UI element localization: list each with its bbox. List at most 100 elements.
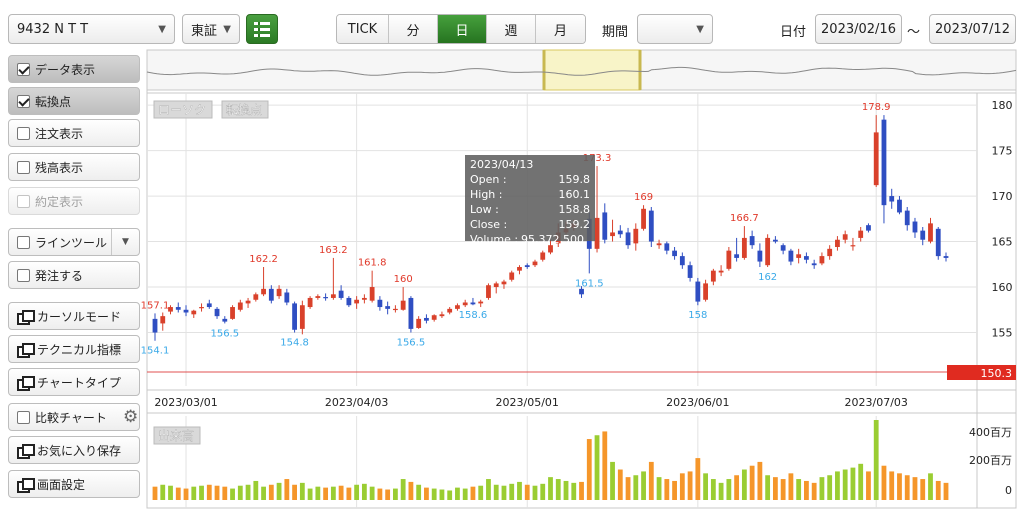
sidebar-item-orders[interactable]: 注文表示 bbox=[8, 119, 140, 147]
market-select[interactable]: 東証 ▼ bbox=[182, 14, 240, 44]
y-tick-label: 165 bbox=[992, 236, 1013, 249]
volume-bar bbox=[873, 420, 879, 500]
candle-body bbox=[385, 306, 391, 309]
tag-turning-points-label: 転換点 bbox=[226, 103, 262, 117]
volume-bar bbox=[191, 486, 197, 500]
list-view-button[interactable] bbox=[246, 14, 278, 44]
navigator bbox=[146, 49, 1017, 91]
volume-bar bbox=[183, 488, 189, 500]
sidebar-item-balance[interactable]: 残高表示 bbox=[8, 153, 140, 181]
candle-body bbox=[369, 287, 375, 301]
tab-month[interactable]: 月 bbox=[536, 15, 585, 43]
volume-bar bbox=[284, 479, 290, 500]
volume-bar bbox=[687, 471, 693, 500]
turn-point-high-label: 161.8 bbox=[358, 258, 387, 269]
candle-body bbox=[873, 132, 879, 186]
y-tick-label: 175 bbox=[992, 145, 1013, 158]
y-tick-label: 160 bbox=[992, 281, 1013, 294]
symbol-select[interactable]: 9432 N T T ▼ bbox=[8, 14, 175, 44]
turn-point-low-label: 158.6 bbox=[459, 310, 488, 321]
date-from-field[interactable]: 2023/02/16 bbox=[815, 14, 902, 44]
candle-body bbox=[827, 248, 833, 257]
list-icon bbox=[254, 21, 270, 25]
volume-bar bbox=[796, 479, 802, 500]
sidebar-item-label: 残高表示 bbox=[35, 160, 84, 175]
date-to-field[interactable]: 2023/07/12 bbox=[929, 14, 1016, 44]
volume-bar bbox=[524, 484, 530, 500]
candle-body bbox=[749, 236, 755, 246]
candles bbox=[152, 115, 949, 341]
volume-bar bbox=[819, 477, 825, 500]
volume-bar bbox=[292, 484, 297, 500]
candle-body bbox=[377, 299, 383, 308]
candle-body bbox=[524, 265, 530, 268]
candle-body bbox=[850, 245, 856, 247]
tab-minute[interactable]: 分 bbox=[389, 15, 438, 43]
symbol-select-value: 9432 N T T bbox=[17, 21, 89, 37]
turn-point-low-label: 162 bbox=[758, 272, 777, 283]
volume-bar bbox=[501, 485, 507, 500]
sidebar-item-label: 比較チャート bbox=[35, 410, 107, 425]
candle-body bbox=[741, 237, 747, 258]
candle-body bbox=[408, 297, 414, 329]
volume-bar bbox=[617, 469, 623, 500]
volume-bar bbox=[664, 479, 670, 500]
gear-icon[interactable]: ⚙ bbox=[123, 407, 139, 427]
candle-body bbox=[268, 288, 274, 301]
candle-body bbox=[191, 310, 197, 315]
turning-points: 157.1 154.1 156.5 162.2 154.8 163.2 161.8 160 15… bbox=[141, 102, 891, 357]
candle-body bbox=[183, 309, 189, 313]
volume-bar bbox=[672, 480, 677, 500]
candle-body bbox=[765, 237, 771, 266]
candle-body bbox=[346, 297, 352, 306]
market-select-value: 東証 bbox=[191, 23, 218, 39]
volume-bar bbox=[276, 482, 282, 500]
candle-body bbox=[866, 225, 871, 231]
sidebar-item-label: チャートタイプ bbox=[37, 375, 121, 390]
volume-bar bbox=[168, 485, 173, 500]
line-tool-dropdown[interactable]: ▼ bbox=[111, 229, 139, 255]
tag-volume bbox=[153, 426, 201, 445]
volume-bar bbox=[804, 480, 809, 500]
sidebar-item-screen-settings[interactable]: 画面設定 bbox=[8, 470, 140, 498]
candle-body bbox=[292, 303, 297, 330]
candle-body bbox=[664, 243, 670, 251]
sidebar-item-technical-indicators[interactable]: テクニカル指標 bbox=[8, 335, 140, 363]
sidebar-item-cursor-mode[interactable]: カーソルモード bbox=[8, 302, 140, 330]
tab-week[interactable]: 週 bbox=[487, 15, 536, 43]
tooltip-value: 160.1 bbox=[559, 188, 591, 201]
candle-body bbox=[237, 302, 243, 310]
period-select[interactable]: ▼ bbox=[637, 14, 713, 44]
y-tick-label: 180 bbox=[992, 99, 1013, 112]
volume-bar bbox=[866, 471, 871, 500]
tab-tick[interactable]: TICK bbox=[337, 15, 389, 43]
window-icon bbox=[17, 477, 35, 493]
candle-body bbox=[935, 228, 941, 257]
sidebar-item-data-display[interactable]: データ表示 bbox=[8, 55, 140, 83]
volume-bar bbox=[354, 484, 360, 500]
volume-bar bbox=[478, 485, 484, 500]
volume-bar bbox=[772, 477, 778, 500]
volume-bar bbox=[757, 461, 763, 500]
candle-body bbox=[206, 303, 212, 308]
volume-bar bbox=[253, 480, 259, 500]
sidebar-item-save-favorite[interactable]: お気に入り保存 bbox=[8, 436, 140, 464]
sidebar-item-chart-type[interactable]: チャートタイプ bbox=[8, 368, 140, 396]
tooltip-key: Low : bbox=[470, 203, 499, 216]
tooltip-value: 158.8 bbox=[559, 203, 591, 216]
turn-point-high-label: 157.1 bbox=[141, 300, 170, 311]
sidebar-item-compare-chart[interactable]: 比較チャート ⚙ bbox=[8, 403, 140, 431]
sidebar-item-turning-points[interactable]: 転換点 bbox=[8, 87, 140, 115]
sidebar-item-line-tool[interactable]: ラインツール ▼ bbox=[8, 228, 140, 256]
candle-body bbox=[726, 250, 732, 269]
current-price-label: 150.3 bbox=[981, 367, 1013, 380]
volume-bar bbox=[610, 461, 615, 500]
volume-bar bbox=[594, 435, 600, 500]
candle-body bbox=[509, 272, 515, 280]
candle-body bbox=[392, 308, 398, 311]
tab-day[interactable]: 日 bbox=[438, 15, 487, 43]
volume-bar bbox=[633, 475, 639, 500]
sidebar-item-place-order[interactable]: 発注する bbox=[8, 261, 140, 289]
volume-bar bbox=[548, 477, 553, 500]
